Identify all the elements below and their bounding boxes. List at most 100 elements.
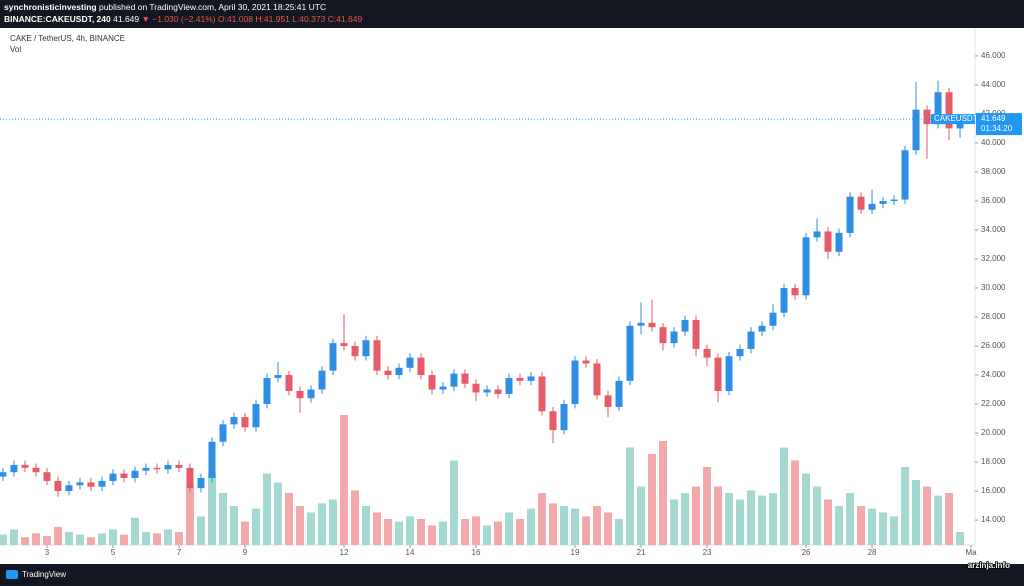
volume-bar	[152, 533, 161, 545]
y-tick-label: 14.000	[981, 515, 1006, 524]
volume-bar	[505, 512, 514, 545]
ohlc-open: O:41.008	[218, 14, 253, 24]
x-tick-label: 12	[340, 548, 349, 557]
candle-body	[274, 375, 282, 378]
candle-body	[791, 288, 799, 296]
y-tick-label: 18.000	[981, 457, 1006, 466]
candle-body	[659, 327, 667, 344]
chart-area	[0, 28, 1024, 564]
volume-bar	[174, 532, 183, 545]
volume-bar	[75, 534, 84, 545]
volume-bar	[879, 512, 888, 545]
volume-bar	[703, 467, 712, 545]
volume-bar	[317, 503, 326, 545]
candle-body	[21, 464, 29, 468]
volume-bar	[130, 517, 139, 545]
volume-bar	[857, 506, 866, 545]
volume-bar	[835, 506, 844, 545]
x-tick-label: 23	[703, 548, 712, 557]
symbol-tag: CAKEUSDT	[934, 114, 978, 123]
volume-bar	[956, 532, 965, 545]
footer-logo	[6, 570, 18, 579]
volume-bar	[229, 506, 238, 545]
header-line-2: BINANCE:CAKEUSDT, 240 41.649 ▼ −1.030 (−…	[4, 14, 362, 24]
candle-body	[725, 356, 733, 391]
candle-body	[527, 376, 535, 381]
volume-bar	[119, 534, 128, 545]
volume-bar	[604, 512, 613, 545]
volume-bar	[890, 516, 899, 545]
candle-body	[153, 467, 161, 470]
candle-body	[824, 231, 832, 252]
volume-bar	[670, 499, 679, 545]
volume-bar	[582, 516, 591, 545]
y-tick-label: 36.000	[981, 196, 1006, 205]
published: published on TradingView.com, April 30, …	[99, 2, 326, 12]
candle-body	[802, 237, 810, 296]
candle-body	[307, 389, 315, 399]
candle-body	[373, 340, 381, 371]
volume-bar	[681, 493, 690, 545]
ohlc-close: C:41.649	[328, 14, 363, 24]
price: 41.649	[113, 14, 139, 24]
candle-body	[219, 424, 227, 442]
volume-bar	[846, 493, 855, 545]
candle-body	[516, 377, 524, 381]
candle-body	[417, 357, 425, 376]
candle-body	[846, 196, 854, 233]
volume-bar	[560, 506, 569, 545]
candle-body	[945, 92, 953, 129]
candle-body	[318, 370, 326, 390]
candle-body	[76, 482, 84, 486]
volume-bar	[934, 495, 943, 545]
volume-bar	[350, 490, 359, 545]
x-tick-label: 14	[406, 548, 415, 557]
candle-body	[87, 482, 95, 487]
candle-body	[912, 109, 920, 151]
y-tick-label: 24.000	[981, 370, 1006, 379]
y-tick-label: 28.000	[981, 312, 1006, 321]
y-tick-label: 20.000	[981, 428, 1006, 437]
candle-body	[340, 343, 348, 347]
volume-bar	[527, 508, 536, 545]
candle-body	[560, 404, 568, 431]
candle-body	[175, 464, 183, 468]
volume-bar	[901, 467, 910, 545]
volume-bar	[9, 529, 18, 545]
candle-body	[648, 322, 656, 328]
countdown: 01:34:20	[981, 124, 1013, 133]
candle-body	[923, 109, 931, 125]
volume-bar	[273, 482, 282, 545]
y-tick-label: 32.000	[981, 254, 1006, 263]
candle-body	[164, 464, 172, 470]
candle-body	[901, 150, 909, 200]
candle-body	[98, 480, 106, 487]
volume-bar	[450, 460, 459, 545]
volume-bar	[626, 447, 635, 545]
y-tick-label: 22.000	[981, 399, 1006, 408]
volume-bar	[692, 486, 701, 545]
candle-body	[868, 203, 876, 210]
candle-body	[285, 375, 293, 391]
symbol: BINANCE:CAKEUSDT, 240	[4, 14, 111, 24]
volume-bar	[769, 493, 778, 545]
volume-bar	[394, 521, 403, 545]
candle-body	[351, 346, 359, 357]
volume-bar	[439, 521, 448, 545]
footer-brand: TradingView	[22, 570, 66, 579]
candle-body	[43, 472, 51, 481]
volume-bar	[328, 499, 337, 545]
volume-bar	[714, 486, 723, 545]
volume-bar	[593, 506, 602, 545]
symbol-tag-box	[931, 114, 975, 125]
candle-body	[692, 319, 700, 349]
candle-body	[703, 348, 711, 358]
volume-bar	[417, 519, 426, 545]
chart-title: CAKE / TetherUS, 4h, BINANCE	[10, 34, 125, 43]
candle-body	[835, 232, 843, 252]
candle-body	[637, 322, 645, 326]
volume-bar	[791, 460, 800, 545]
volume-bar	[218, 493, 227, 545]
header-line-1: synchronisticinvesting published on Trad…	[4, 2, 326, 12]
watermark: arzinja.info	[968, 561, 1010, 570]
